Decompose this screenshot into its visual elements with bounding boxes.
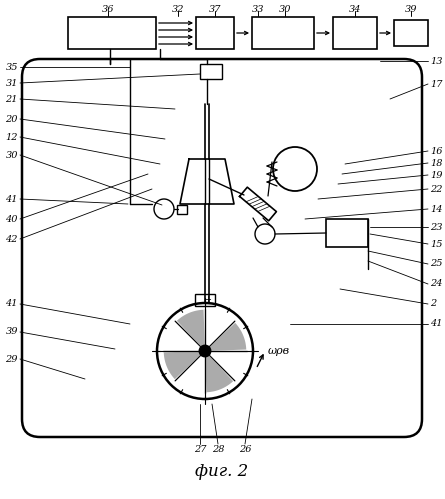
FancyBboxPatch shape	[22, 59, 422, 437]
Text: 36: 36	[102, 4, 114, 13]
Text: 27: 27	[194, 445, 206, 454]
Bar	[177, 205, 187, 214]
Text: 26: 26	[239, 445, 251, 454]
Text: 19: 19	[430, 171, 442, 180]
Text: 21: 21	[5, 94, 18, 103]
Text: 33: 33	[252, 4, 264, 13]
Circle shape	[199, 345, 211, 357]
Text: 30: 30	[279, 4, 291, 13]
Text: 41: 41	[430, 319, 442, 328]
Bar	[333, 17, 377, 49]
Bar	[196, 17, 234, 49]
Text: 34: 34	[349, 4, 361, 13]
Polygon shape	[205, 351, 233, 392]
Text: 14: 14	[430, 205, 442, 214]
Text: 17: 17	[430, 79, 442, 88]
Text: 42: 42	[5, 235, 18, 244]
Text: 30: 30	[5, 151, 18, 160]
Bar	[252, 17, 314, 49]
Text: 41: 41	[5, 195, 18, 204]
Text: 24: 24	[430, 279, 442, 288]
Text: 2: 2	[430, 299, 436, 308]
Text: 23: 23	[430, 223, 442, 232]
Text: 13: 13	[430, 56, 442, 65]
Text: 15: 15	[430, 240, 442, 249]
Text: 18: 18	[430, 159, 442, 168]
Bar	[195, 294, 215, 306]
Polygon shape	[205, 323, 246, 351]
Text: 32: 32	[172, 4, 184, 13]
Text: 28: 28	[212, 445, 224, 454]
Polygon shape	[164, 351, 205, 379]
Polygon shape	[177, 310, 205, 351]
Text: +: +	[205, 295, 211, 304]
Text: 22: 22	[430, 185, 442, 194]
Text: ωρв: ωρв	[268, 346, 290, 356]
Text: 16: 16	[430, 147, 442, 156]
Text: 39: 39	[5, 327, 18, 336]
Text: 25: 25	[430, 259, 442, 268]
Text: 31: 31	[5, 78, 18, 87]
Text: 12: 12	[5, 133, 18, 142]
Bar	[394, 20, 428, 46]
Text: 35: 35	[5, 62, 18, 71]
Bar	[68, 17, 156, 49]
Text: 29: 29	[5, 354, 18, 363]
Bar	[326, 219, 368, 247]
Text: 40: 40	[5, 215, 18, 224]
Text: 39: 39	[405, 4, 417, 13]
Text: 37: 37	[209, 4, 221, 13]
Text: 20: 20	[5, 114, 18, 123]
Text: фиг. 2: фиг. 2	[195, 463, 249, 480]
Text: 41: 41	[5, 299, 18, 308]
Bar	[200, 64, 222, 79]
